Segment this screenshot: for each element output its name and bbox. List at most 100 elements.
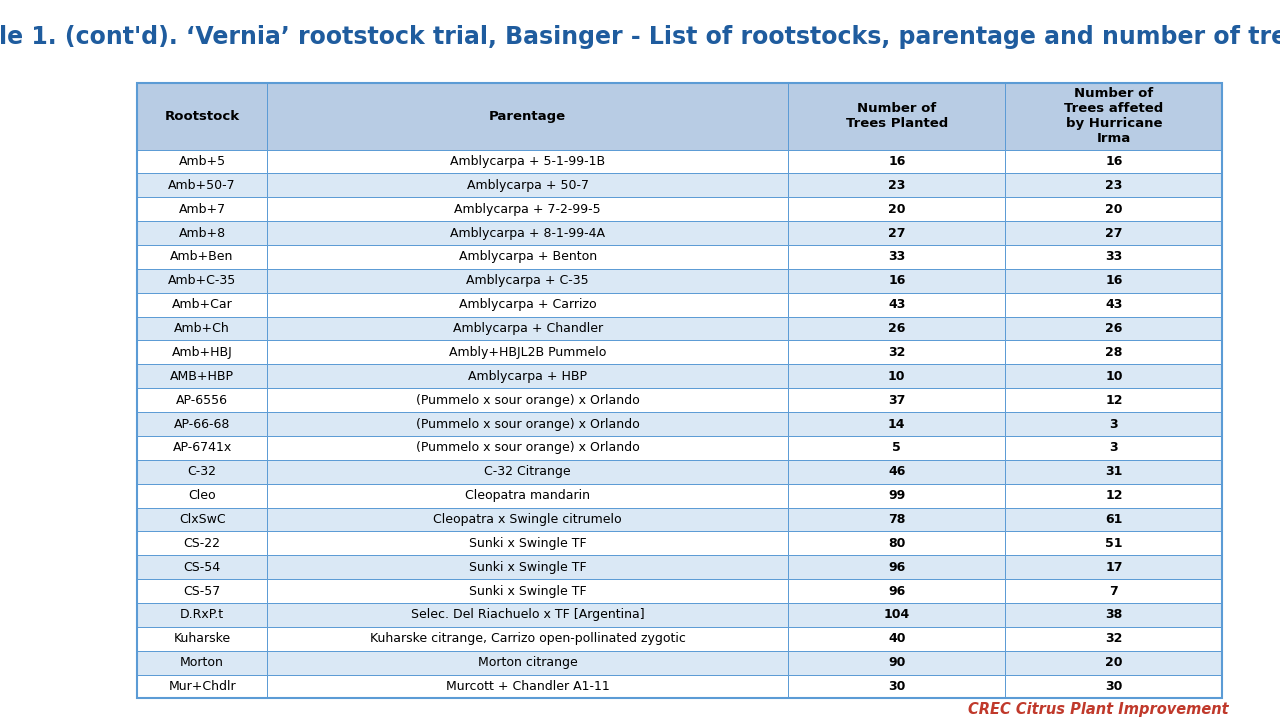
Text: 20: 20 [1105,656,1123,669]
Text: Amb+5: Amb+5 [178,155,225,168]
Bar [1005,436,1222,460]
Text: CS-57: CS-57 [183,585,220,598]
Text: CS-22: CS-22 [183,537,220,550]
Text: Amblycarpa + 50-7: Amblycarpa + 50-7 [467,179,589,192]
Bar [268,174,788,197]
Bar [1005,460,1222,484]
Text: Kuharske: Kuharske [174,632,230,645]
Bar [1005,269,1222,293]
Bar [137,579,268,603]
Bar [268,150,788,174]
Text: AP-6741x: AP-6741x [173,441,232,454]
Bar [268,555,788,579]
Text: Selec. Del Riachuelo x TF [Argentina]: Selec. Del Riachuelo x TF [Argentina] [411,608,645,621]
Text: Cleo: Cleo [188,489,216,502]
Text: 51: 51 [1105,537,1123,550]
Text: Amb+HBJ: Amb+HBJ [172,346,233,359]
Text: 30: 30 [888,680,905,693]
Text: Amblycarpa + HBP: Amblycarpa + HBP [468,370,588,383]
Bar [137,83,1222,698]
Bar [788,627,1005,651]
Bar [788,675,1005,698]
Bar [137,245,268,269]
Bar [788,508,1005,531]
Text: 32: 32 [1105,632,1123,645]
Text: 10: 10 [888,370,905,383]
Bar [137,484,268,508]
Bar [137,197,268,221]
Bar [788,83,1005,150]
Bar [1005,221,1222,245]
Bar [788,555,1005,579]
Text: Amblycarpa + 5-1-99-1B: Amblycarpa + 5-1-99-1B [451,155,605,168]
Text: 3: 3 [1110,441,1119,454]
Bar [788,579,1005,603]
Text: Kuharske citrange, Carrizo open-pollinated zygotic: Kuharske citrange, Carrizo open-pollinat… [370,632,686,645]
Bar [268,293,788,317]
Bar [137,603,268,627]
Bar [1005,197,1222,221]
Bar [788,364,1005,388]
Bar [788,484,1005,508]
Text: 20: 20 [1105,203,1123,216]
Bar [268,460,788,484]
Text: 14: 14 [888,418,905,431]
Bar [1005,174,1222,197]
Text: 90: 90 [888,656,905,669]
Bar [268,245,788,269]
Text: 16: 16 [888,155,905,168]
Bar [137,675,268,698]
Text: 7: 7 [1110,585,1119,598]
Text: Amb+Car: Amb+Car [172,298,233,311]
Text: 26: 26 [888,322,905,335]
Text: AP-66-68: AP-66-68 [174,418,230,431]
Text: 78: 78 [888,513,905,526]
Bar [137,83,268,150]
Text: 33: 33 [1105,251,1123,264]
Bar [788,221,1005,245]
Text: Amb+C-35: Amb+C-35 [168,274,237,287]
Bar [268,579,788,603]
Bar [1005,341,1222,364]
Bar [788,197,1005,221]
Text: Amblycarpa + Benton: Amblycarpa + Benton [458,251,596,264]
Bar [1005,555,1222,579]
Text: (Pummelo x sour orange) x Orlando: (Pummelo x sour orange) x Orlando [416,394,640,407]
Bar [1005,579,1222,603]
Bar [788,412,1005,436]
Bar [1005,317,1222,341]
Bar [268,603,788,627]
Text: 16: 16 [888,274,905,287]
Bar [788,460,1005,484]
Text: D.RxP.t: D.RxP.t [180,608,224,621]
Text: Amb+8: Amb+8 [178,227,225,240]
Bar [788,388,1005,412]
Bar [1005,651,1222,675]
Text: 31: 31 [1105,465,1123,478]
Bar [137,293,268,317]
Bar [1005,388,1222,412]
Text: 38: 38 [1105,608,1123,621]
Bar [268,197,788,221]
Text: 96: 96 [888,561,905,574]
Text: 40: 40 [888,632,905,645]
Bar [137,174,268,197]
Bar [1005,627,1222,651]
Text: C-32: C-32 [188,465,216,478]
Bar [268,531,788,555]
Bar [788,174,1005,197]
Text: Number of
Trees Planted: Number of Trees Planted [846,102,948,130]
Bar [788,531,1005,555]
Text: 23: 23 [888,179,905,192]
Bar [268,484,788,508]
Bar [1005,531,1222,555]
Bar [788,269,1005,293]
Text: Amb+7: Amb+7 [178,203,225,216]
Bar [137,364,268,388]
Bar [137,508,268,531]
Bar [268,436,788,460]
Text: Amblycarpa + 7-2-99-5: Amblycarpa + 7-2-99-5 [454,203,602,216]
Text: ClxSwC: ClxSwC [179,513,225,526]
Text: Rootstock: Rootstock [165,109,239,122]
Bar [268,675,788,698]
